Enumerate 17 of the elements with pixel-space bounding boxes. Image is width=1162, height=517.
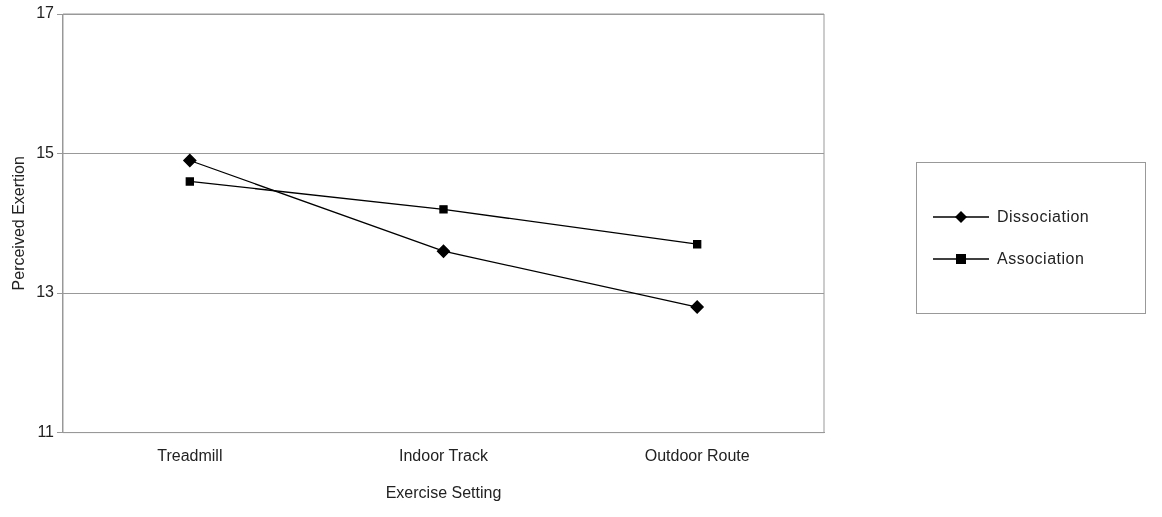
y-tick-label: 15	[36, 143, 55, 161]
point	[183, 153, 197, 168]
y-tick-label: 11	[37, 423, 55, 441]
x-tick-label: Indoor Track	[399, 446, 489, 464]
legend-label: Dissociation	[997, 208, 1090, 226]
point	[692, 240, 702, 249]
point	[690, 300, 704, 314]
x-tick-label: Outdoor Route	[644, 446, 750, 464]
point	[436, 244, 451, 258]
y-tick-label: 17	[36, 4, 55, 22]
x-axis-title: Exercise Setting	[385, 483, 502, 501]
point	[439, 205, 448, 214]
legend-label: Association	[997, 250, 1085, 268]
y-tick-label: 13	[36, 283, 55, 301]
point	[185, 177, 195, 186]
x-tick-label: Treadmill	[157, 446, 223, 464]
y-axis-title: Perceived Exertion	[10, 156, 28, 291]
